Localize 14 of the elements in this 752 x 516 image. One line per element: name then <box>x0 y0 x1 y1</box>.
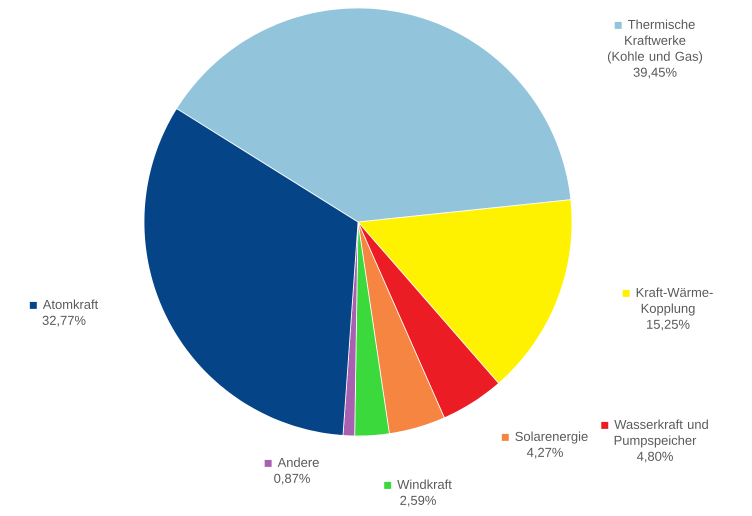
data-label: 15,25% <box>647 320 690 330</box>
legend-label: Thermische Kraftwerke (Kohle und Gas) <box>608 19 702 64</box>
legend-label: Windkraft <box>397 480 452 490</box>
legend-label: Kraft-Wärme-Kopplung <box>636 288 713 316</box>
legend-label: Wasserkraft und Pumpspeicher <box>614 420 708 448</box>
data-label: 0,87% <box>274 474 310 484</box>
data-label: 32,77% <box>42 316 86 326</box>
legend-label: Andere <box>278 458 319 468</box>
data-label: 4,80% <box>636 452 673 462</box>
legend-label: Solarenergie <box>515 432 588 444</box>
legend-label: Atomkraft <box>42 299 98 310</box>
data-label: 4,27% <box>526 448 563 458</box>
data-label: 2,59% <box>400 496 436 506</box>
data-label: 39,45% <box>634 68 677 78</box>
